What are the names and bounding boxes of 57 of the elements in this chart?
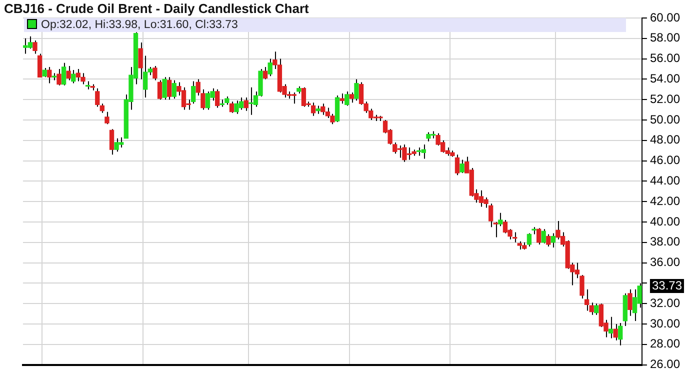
y-tick-label: 60.00 (650, 10, 680, 24)
candlestick (354, 78, 359, 102)
candlestick (104, 111, 110, 125)
y-tick-label: 50.00 (650, 112, 680, 126)
candlestick (37, 53, 42, 78)
candlestick (162, 76, 167, 100)
candlestick (344, 90, 350, 106)
y-tick-label: 48.00 (650, 132, 680, 147)
y-tick-label: 42.00 (650, 194, 680, 208)
candlestick (157, 80, 162, 100)
y-tick-label: 54.00 (650, 72, 680, 86)
candlestick (56, 68, 62, 86)
y-tick-label: 46.00 (650, 153, 680, 168)
y-tick-label: 30.00 (650, 316, 680, 330)
y-tick-label: 26.00 (650, 357, 680, 372)
candlestick (71, 70, 76, 84)
candlestick (47, 66, 52, 84)
candlestick (215, 88, 220, 108)
y-tick-label: 38.00 (650, 234, 680, 249)
candlestick (340, 92, 344, 104)
candlestick (95, 88, 100, 108)
text: 33.73 (652, 278, 682, 292)
candlestick (172, 80, 176, 100)
candlestick (349, 92, 354, 104)
candlestick (594, 303, 599, 316)
candlestick (66, 65, 71, 81)
candlestick (608, 316, 614, 339)
y-tick-label: 40.00 (650, 214, 680, 228)
candlestick (152, 65, 158, 81)
candlestick (268, 58, 272, 77)
candlestick (618, 322, 623, 346)
y-tick-label: 52.00 (650, 92, 680, 106)
y-tick-label: 44.00 (650, 174, 680, 188)
candlestick (32, 40, 38, 54)
candlestick (262, 66, 268, 80)
annotation: Op:32.02, Hi:33.98, Lo:31.60, Cl:33.73 (41, 19, 238, 31)
candlestick (632, 288, 638, 322)
candlestick (536, 228, 542, 245)
candlestick (244, 97, 248, 112)
candlestick (310, 102, 316, 116)
candlestick (460, 159, 464, 174)
chart-title: CBJ16 - Crude Oil Brent - Daily Candlestick Chart (4, 1, 309, 16)
y-tick-label: 36.00 (650, 255, 680, 270)
candlestick (550, 232, 556, 248)
candlestick (526, 232, 532, 247)
y-tick-label: 32.00 (650, 296, 680, 310)
candlestick (61, 62, 66, 86)
candlestick (138, 42, 143, 80)
candlestick (100, 103, 104, 114)
y-tick-label: 58.00 (650, 30, 680, 45)
candlestick (109, 128, 114, 156)
candlestick (167, 76, 172, 100)
candlestick (42, 67, 47, 78)
candlestick (454, 154, 460, 176)
y-tick-label: 56.00 (650, 51, 680, 66)
candlestick (541, 228, 546, 244)
y-tick-label: 28.00 (650, 336, 680, 351)
